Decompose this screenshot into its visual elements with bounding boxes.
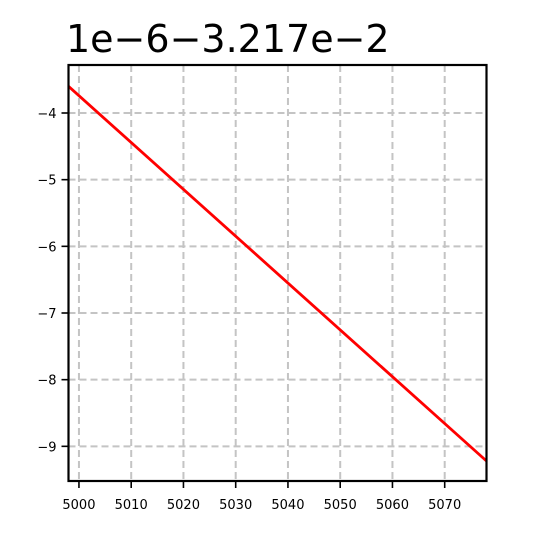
x-tick-label: 5010 [115, 498, 148, 513]
y-tick-label: −6 [37, 240, 56, 255]
y-tick-label: −5 [37, 174, 56, 189]
grid-lines [68, 65, 487, 481]
x-tick-label: 5030 [219, 498, 252, 513]
x-tick-label: 5020 [167, 498, 200, 513]
y-tick-label: −7 [37, 307, 56, 322]
x-tick-label: 5070 [428, 498, 461, 513]
x-axis: 5000 5010 5020 5030 5040 5050 5060 5070 [62, 481, 461, 513]
y-tick-label: −9 [37, 440, 56, 455]
plot-frame [67, 63, 488, 483]
x-tick-label: 5060 [376, 498, 409, 513]
x-tick-label: 5000 [62, 498, 95, 513]
axis-offset-label: 1e−6−3.217e−2 [66, 17, 390, 61]
y-tick-label: −8 [37, 374, 56, 389]
y-axis: −4 −5 −6 −7 −8 −9 [37, 107, 69, 455]
y-tick-label: −4 [37, 107, 56, 122]
x-tick-label: 5040 [271, 498, 304, 513]
series-layer [67, 85, 488, 463]
series-line [67, 85, 488, 463]
x-tick-label: 5050 [324, 498, 357, 513]
